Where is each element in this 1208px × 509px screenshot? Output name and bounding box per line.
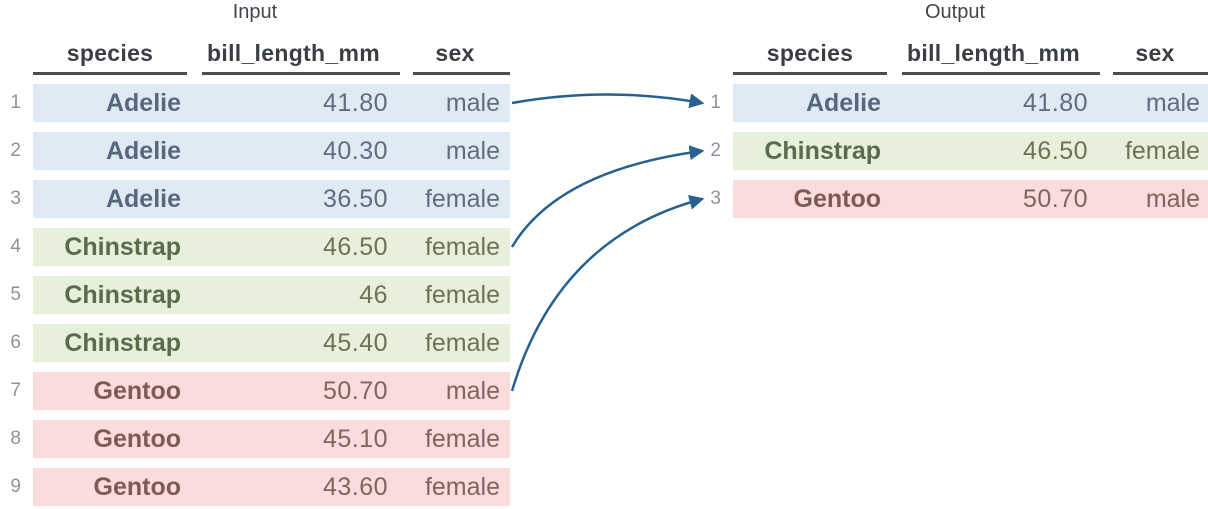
sex-cell: male	[1100, 180, 1208, 218]
table-row: 5 Chinstrap 46 female	[0, 276, 510, 314]
table-row: 1 Adelie 41.80 male	[700, 84, 1208, 122]
sex-cell: female	[400, 468, 510, 506]
sex-cell: female	[1100, 132, 1208, 170]
header-underline	[202, 72, 400, 75]
bill-length-cell: 45.10	[187, 420, 400, 458]
bill-length-cell: 50.70	[187, 372, 400, 410]
output-table-title: Output	[924, 1, 986, 23]
row-index: 9	[10, 476, 21, 497]
bill-length-cell: 45.40	[187, 324, 400, 362]
row-index: 8	[10, 428, 21, 449]
sex-cell: male	[400, 132, 510, 170]
species-cell: Chinstrap	[33, 324, 187, 362]
sex-cell: female	[400, 276, 510, 314]
row-index: 6	[10, 332, 21, 353]
sex-cell: female	[400, 420, 510, 458]
species-column-header: species	[766, 40, 854, 66]
row-index: 5	[10, 284, 21, 305]
species-column-header: species	[66, 40, 154, 66]
row-index: 4	[10, 236, 21, 257]
species-cell: Gentoo	[33, 420, 187, 458]
row-index: 7	[10, 380, 21, 401]
row-index: 1	[10, 92, 21, 113]
sex-cell: male	[1100, 84, 1208, 122]
table-row: 2 Chinstrap 46.50 female	[700, 132, 1208, 170]
row-index: 3	[710, 188, 721, 209]
index-column-header	[0, 36, 33, 70]
bill-length-cell: 41.80	[887, 84, 1100, 122]
bill-length-cell: 41.80	[187, 84, 400, 122]
header-underline	[33, 72, 187, 75]
bill-length-cell: 43.60	[187, 468, 400, 506]
header-underline	[1113, 72, 1208, 75]
species-cell: Adelie	[733, 84, 887, 122]
header-underline	[413, 72, 510, 75]
species-cell: Gentoo	[33, 468, 187, 506]
sex-cell: female	[400, 180, 510, 218]
table-row: 4 Chinstrap 46.50 female	[0, 228, 510, 266]
table-row: 9 Gentoo 43.60 female	[0, 468, 510, 506]
bill-length-cell: 36.50	[187, 180, 400, 218]
species-cell: Adelie	[33, 180, 187, 218]
table-row: 7 Gentoo 50.70 male	[0, 372, 510, 410]
mapping-arrow	[510, 145, 705, 248]
table-row: 1 Adelie 41.80 male	[0, 84, 510, 122]
input-table-title: Input	[232, 1, 278, 23]
species-cell: Adelie	[33, 84, 187, 122]
mapping-arrow	[510, 194, 705, 392]
table-row: 3 Gentoo 50.70 male	[700, 180, 1208, 218]
bill-length-column-header: bill_length_mm	[907, 40, 1080, 66]
table-row: 2 Adelie 40.30 male	[0, 132, 510, 170]
table-row: 6 Chinstrap 45.40 female	[0, 324, 510, 362]
input-table-header: species bill_length_mm sex	[0, 36, 510, 70]
species-cell: Chinstrap	[33, 228, 187, 266]
output-table: Output species bill_length_mm sex 1 Adel…	[700, 0, 1208, 509]
species-cell: Chinstrap	[33, 276, 187, 314]
mapping-arrow	[511, 93, 705, 109]
sex-cell: female	[400, 324, 510, 362]
bill-length-column-header: bill_length_mm	[207, 40, 380, 66]
bill-length-cell: 46.50	[887, 132, 1100, 170]
sex-cell: male	[400, 84, 510, 122]
bill-length-cell: 46.50	[187, 228, 400, 266]
bill-length-cell: 40.30	[187, 132, 400, 170]
output-table-header: species bill_length_mm sex	[700, 36, 1208, 70]
table-row: 3 Adelie 36.50 female	[0, 180, 510, 218]
row-index: 2	[10, 140, 21, 161]
sex-column-header: sex	[1135, 40, 1175, 66]
sex-cell: male	[400, 372, 510, 410]
species-cell: Gentoo	[33, 372, 187, 410]
species-cell: Chinstrap	[733, 132, 887, 170]
table-row: 8 Gentoo 45.10 female	[0, 420, 510, 458]
header-underline	[733, 72, 887, 75]
bill-length-cell: 46	[187, 276, 400, 314]
row-index: 1	[710, 92, 721, 113]
input-table: Input species bill_length_mm sex 1 Adeli…	[0, 0, 510, 509]
index-column-header	[700, 36, 733, 70]
bill-length-cell: 50.70	[887, 180, 1100, 218]
sex-column-header: sex	[435, 40, 475, 66]
header-underline	[902, 72, 1100, 75]
sex-cell: female	[400, 228, 510, 266]
row-index: 3	[10, 188, 21, 209]
species-cell: Gentoo	[733, 180, 887, 218]
row-index: 2	[710, 140, 721, 161]
species-cell: Adelie	[33, 132, 187, 170]
